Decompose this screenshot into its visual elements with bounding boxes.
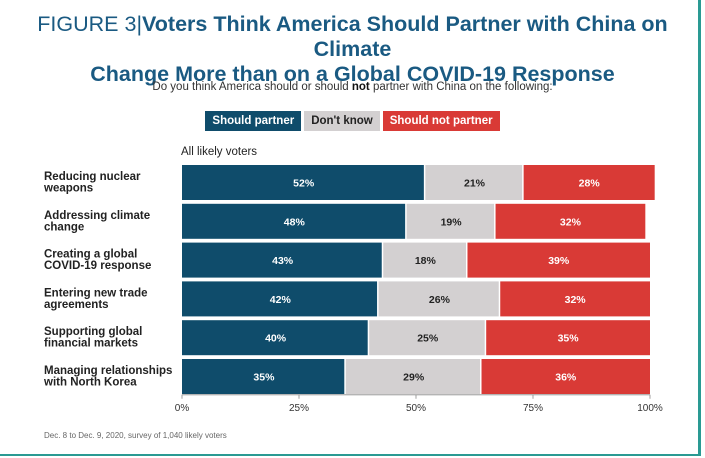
- bar-segment: [523, 165, 655, 200]
- legend-should-not-partner: Should not partner: [382, 111, 500, 131]
- category-label: COVID-19 response: [44, 260, 151, 272]
- data-label: 52%: [293, 178, 315, 190]
- bar-segment: [425, 165, 523, 200]
- subtitle-text-start: Do you think America should or should: [152, 81, 352, 93]
- data-label: 18%: [415, 255, 437, 267]
- bar-segment: [369, 320, 485, 356]
- data-label: 35%: [253, 372, 275, 384]
- category-label: Reducing nuclear: [44, 171, 141, 183]
- data-label: 48%: [284, 216, 306, 228]
- bar-segment: [378, 281, 499, 317]
- category-label: Entering new trade: [44, 287, 148, 299]
- legend-should-partner: Should partner: [205, 111, 302, 131]
- data-label: 25%: [417, 333, 439, 345]
- category-label: Creating a global: [44, 249, 137, 261]
- category-label: Managing relationships: [44, 365, 172, 377]
- category-label: agreements: [44, 299, 109, 311]
- bar-segment: [467, 242, 650, 278]
- category-label: change: [44, 221, 84, 233]
- figure-number: FIGURE 3: [37, 12, 137, 36]
- chart-title: FIGURE 3|Voters Think America Should Par…: [0, 12, 705, 87]
- data-label: 35%: [558, 333, 580, 345]
- bar-segment: [182, 359, 345, 394]
- legend: Should partner Don't know Should not par…: [0, 111, 705, 131]
- data-label: 29%: [403, 372, 425, 384]
- category-label: with North Korea: [43, 377, 137, 389]
- title-line-2: Change More than on a Global COVID-19 Re…: [90, 62, 615, 86]
- bar-segment: [182, 320, 368, 356]
- data-label: 21%: [464, 178, 486, 190]
- bar-segment: [383, 242, 466, 278]
- title-divider: |: [136, 12, 143, 36]
- x-tick-label: 0%: [175, 403, 190, 414]
- bar-segment: [182, 242, 382, 278]
- bar-segment: [406, 203, 495, 239]
- data-label: 32%: [565, 294, 587, 306]
- title-line-1: Voters Think America Should Partner with…: [142, 12, 668, 61]
- category-label: financial markets: [44, 338, 138, 350]
- bar-segment: [495, 203, 646, 239]
- data-label: 28%: [579, 178, 601, 190]
- group-label: All likely voters: [181, 146, 258, 158]
- data-label: 36%: [555, 372, 577, 384]
- data-label: 43%: [272, 255, 294, 267]
- data-label: 39%: [548, 255, 570, 267]
- x-tick-label: 75%: [523, 403, 543, 414]
- x-tick-label: 25%: [289, 403, 309, 414]
- bar-segment: [345, 359, 481, 394]
- data-label: 32%: [560, 216, 582, 228]
- data-label: 42%: [270, 294, 292, 306]
- data-label: 26%: [429, 294, 451, 306]
- category-label: weapons: [43, 183, 93, 195]
- subtitle-text-end: partner with China on the following:: [369, 81, 553, 93]
- chart-subtitle: Do you think America should or should no…: [0, 81, 705, 93]
- bar-segment: [182, 281, 378, 317]
- x-tick-label: 100%: [637, 403, 663, 414]
- bar-segment: [182, 165, 424, 200]
- bar-segment: [486, 320, 650, 356]
- data-label: 40%: [265, 333, 287, 345]
- category-label: Supporting global: [44, 326, 142, 338]
- legend-dont-know: Don't know: [304, 111, 380, 131]
- subtitle-emphasis: not: [351, 81, 370, 93]
- bar-segment: [182, 203, 406, 239]
- bar-segment: [500, 281, 650, 317]
- category-label: Addressing climate: [44, 210, 150, 222]
- bar-segment: [481, 359, 650, 394]
- data-label: 19%: [441, 216, 463, 228]
- x-tick-label: 50%: [406, 403, 426, 414]
- footnote: Dec. 8 to Dec. 9, 2020, survey of 1,040 …: [44, 431, 227, 440]
